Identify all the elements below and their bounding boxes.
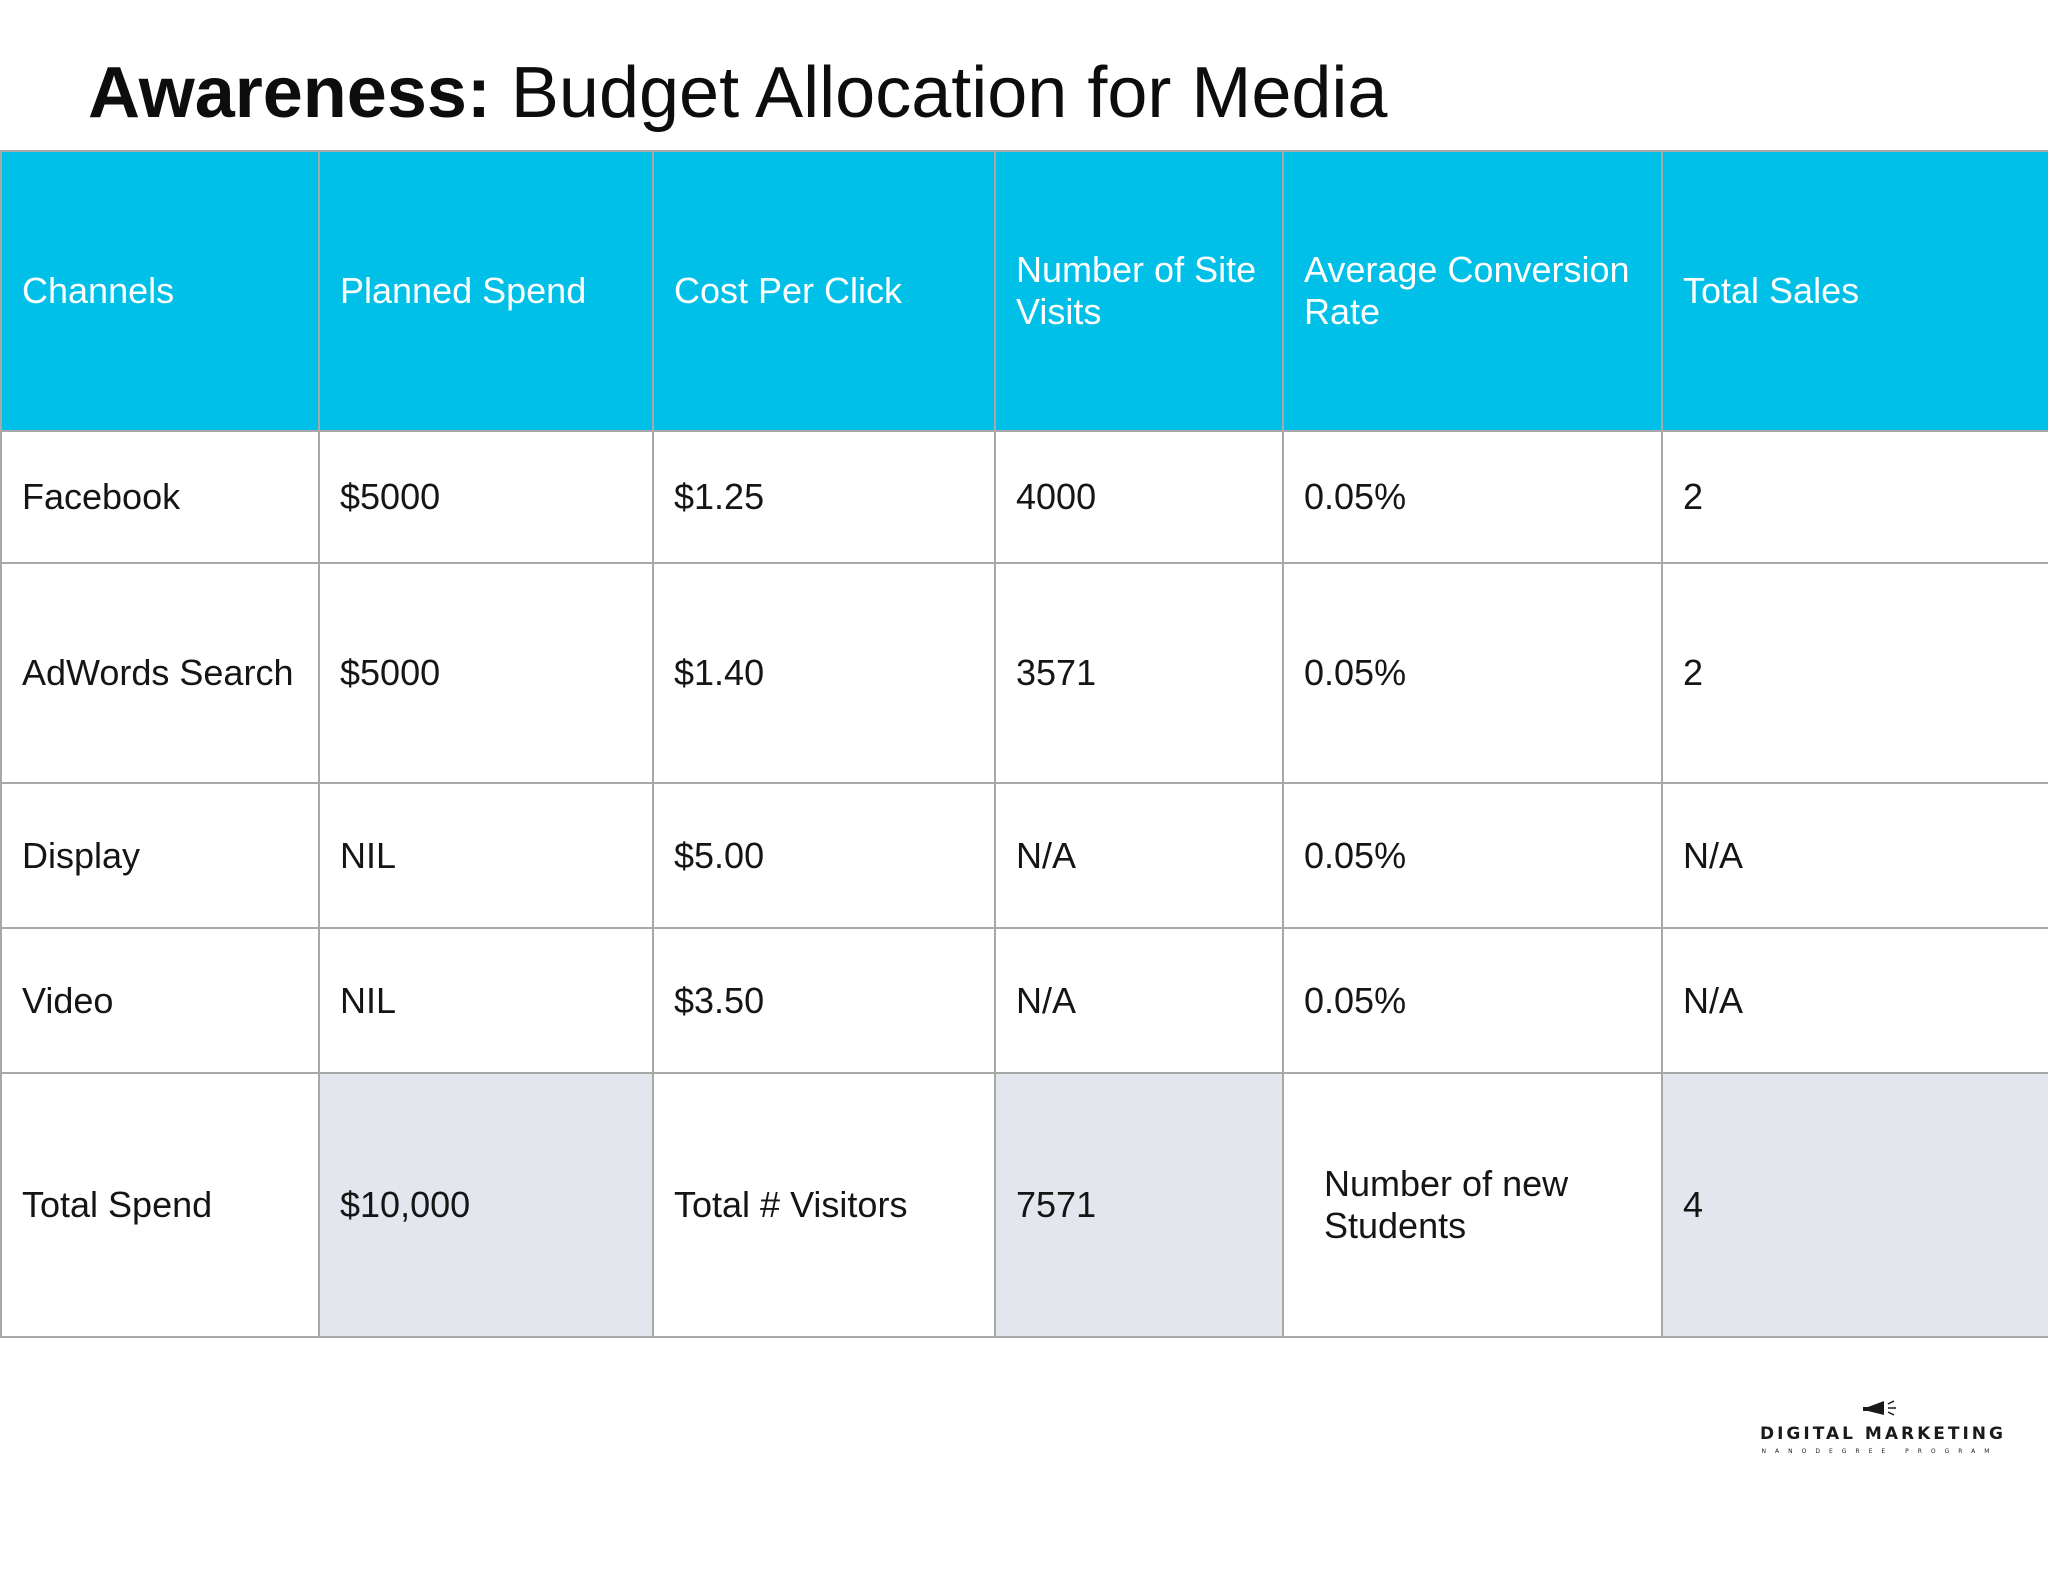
header-planned-spend: Planned Spend [318,150,654,432]
title-lead: Awareness: [88,53,491,133]
conversion-rate-cell: 0.05% [1282,782,1663,929]
channel-cell: Video [0,927,320,1074]
total-spend-value: $10,000 [318,1072,654,1338]
planned-spend-cell: $5000 [318,430,654,564]
cost-per-click-cell: $5.00 [652,782,996,929]
new-students-value: 4 [1661,1072,2048,1338]
title-rest: Budget Allocation for Media [510,53,1388,133]
total-sales-cell: 2 [1661,562,2048,784]
site-visits-cell: 4000 [994,430,1284,564]
table-row: Facebook $5000 $1.25 4000 0.05% 2 [0,430,2048,564]
header-site-visits: Number of Site Visits [994,150,1284,432]
total-spend-label: Total Spend [0,1072,320,1338]
table-row: Display NIL $5.00 N/A 0.05% N/A [0,782,2048,929]
table-row: Video NIL $3.50 N/A 0.05% N/A [0,927,2048,1074]
channel-cell: Display [0,782,320,929]
header-channels: Channels [0,150,320,432]
channel-cell: AdWords Search [0,562,320,784]
total-visitors-value: 7571 [994,1072,1284,1338]
planned-spend-cell: NIL [318,927,654,1074]
conversion-rate-cell: 0.05% [1282,562,1663,784]
program-logo: DIGITAL MARKETING NANODEGREE PROGRAM [1760,1400,2006,1455]
conversion-rate-cell: 0.05% [1282,430,1663,564]
total-sales-cell: N/A [1661,927,2048,1074]
new-students-label: Number of new Students [1282,1072,1663,1338]
planned-spend-cell: NIL [318,782,654,929]
cost-per-click-cell: $1.25 [652,430,996,564]
logo-main-text: DIGITAL MARKETING [1760,1424,2006,1444]
header-row: Channels Planned Spend Cost Per Click Nu… [0,150,2048,432]
site-visits-cell: 3571 [994,562,1284,784]
total-sales-cell: N/A [1661,782,2048,929]
site-visits-cell: N/A [994,782,1284,929]
planned-spend-cell: $5000 [318,562,654,784]
budget-table: Channels Planned Spend Cost Per Click Nu… [0,150,2048,1338]
table-row: AdWords Search $5000 $1.40 3571 0.05% 2 [0,562,2048,784]
slide-title: Awareness: Budget Allocation for Media [88,48,1387,138]
cost-per-click-cell: $3.50 [652,927,996,1074]
cost-per-click-cell: $1.40 [652,562,996,784]
logo-sub-text: NANODEGREE PROGRAM [1761,1448,1999,1455]
conversion-rate-cell: 0.05% [1282,927,1663,1074]
channel-cell: Facebook [0,430,320,564]
totals-row: Total Spend $10,000 Total # Visitors 757… [0,1072,2048,1338]
header-cost-per-click: Cost Per Click [652,150,996,432]
megaphone-icon [1863,1400,1896,1416]
total-visitors-label: Total # Visitors [652,1072,996,1338]
header-total-sales: Total Sales [1661,150,2048,432]
total-sales-cell: 2 [1661,430,2048,564]
header-conversion-rate: Average Conversion Rate [1282,150,1663,432]
site-visits-cell: N/A [994,927,1284,1074]
